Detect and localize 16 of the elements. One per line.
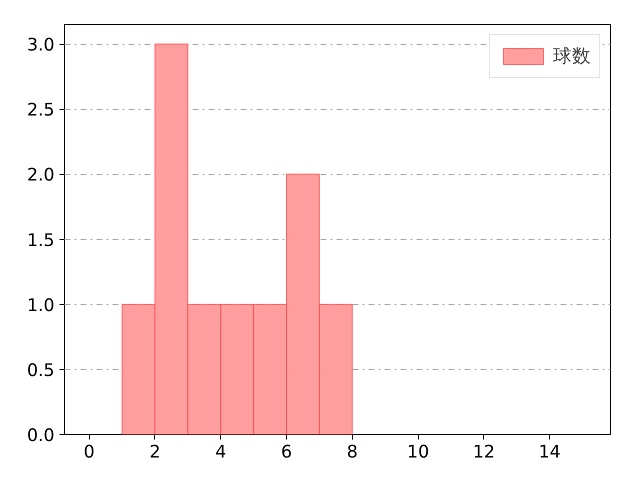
x-tick-label: 8: [346, 442, 358, 462]
y-tick-label: 1.5: [26, 230, 55, 251]
legend-label: 球数: [553, 45, 591, 69]
y-tick-label: 2.5: [26, 100, 55, 121]
x-tick-label: 12: [472, 442, 495, 462]
x-tick-label: 10: [407, 442, 430, 462]
x-tick-label: 0: [84, 442, 95, 462]
y-tick-label: 3.0: [26, 36, 55, 56]
x-tick-label: 14: [538, 442, 561, 462]
x-tick-label: 6: [281, 442, 292, 462]
x-tick-label: 4: [215, 442, 226, 462]
x-tick-label: 2: [149, 442, 160, 462]
y-tick-label: 0.5: [26, 360, 55, 381]
y-tick-label: 1.0: [26, 296, 55, 316]
y-tick-label: 0.0: [26, 426, 55, 446]
y-tick-label: 2.0: [26, 166, 55, 186]
